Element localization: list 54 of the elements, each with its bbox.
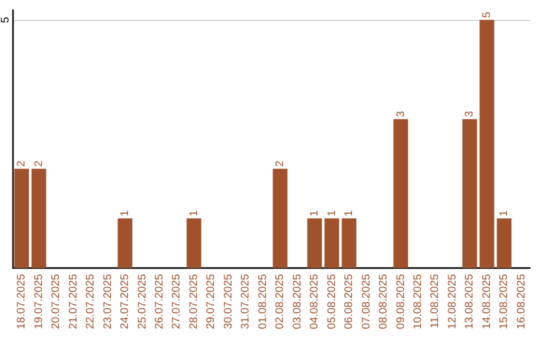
bar [14,168,29,268]
x-tick-label: 13.08.2025 [464,274,476,330]
data-label: 5 [480,12,493,18]
data-label: 1 [119,210,132,216]
x-tick-label: 15.08.2025 [498,274,510,330]
x-tick-label: 07.08.2025 [360,274,372,330]
data-label: 1 [326,210,338,216]
x-tick-label: 22.07.2025 [84,274,97,330]
data-label: 3 [394,111,407,118]
x-tick-label: 12.08.2025 [446,274,458,330]
x-tick-label: 23.07.2025 [102,274,114,330]
bar [186,218,202,268]
x-tick-label: 25.07.2025 [136,274,148,330]
data-label: 2 [16,160,28,167]
bar [462,119,478,268]
x-tick-label: 04.08.2025 [308,274,321,330]
data-label: 1 [498,210,510,216]
x-tick-label: 21.07.2025 [67,274,80,330]
x-tick-label: 06.08.2025 [343,274,356,330]
bar [118,218,132,268]
bar [496,218,512,268]
bar [307,218,322,268]
x-tick-label: 01.08.2025 [256,274,269,330]
x-tick-label: 31.07.2025 [240,274,252,330]
x-tick-label: 28.07.2025 [188,274,200,330]
x-tick-label: 11.08.2025 [429,274,442,328]
x-tick-label: 14.08.2025 [480,274,493,330]
x-tick-label: 03.08.2025 [291,274,304,330]
data-label: 1 [188,210,200,216]
bar [32,168,46,268]
x-tick-label: 09.08.2025 [394,274,407,330]
x-tick-label: 05.08.2025 [326,274,338,330]
x-tick-label: 18.07.2025 [16,274,28,330]
bar [324,218,340,268]
data-label: 1 [308,210,321,216]
x-tick-label: 16.08.2025 [515,274,528,330]
bar [342,218,356,268]
bar [393,119,408,268]
x-tick-label: 19.07.2025 [32,274,45,330]
x-tick-label: 29.07.2025 [205,274,218,330]
x-tick-label: 10.08.2025 [412,274,424,330]
x-tick-label: 30.07.2025 [222,274,234,330]
x-tick-label: 24.07.2025 [119,274,132,330]
x-tick-label: 08.08.2025 [378,274,390,330]
x-tick-label: 26.07.2025 [153,274,166,330]
bar [272,168,288,268]
x-tick-label: 02.08.2025 [274,274,286,330]
data-label: 2 [32,160,45,167]
data-label: 2 [274,160,286,167]
data-label: 1 [343,210,356,216]
data-label: 3 [464,111,476,118]
x-tick-label: 20.07.2025 [50,274,62,330]
bar [480,20,494,268]
x-tick-label: 27.07.2025 [170,274,183,330]
